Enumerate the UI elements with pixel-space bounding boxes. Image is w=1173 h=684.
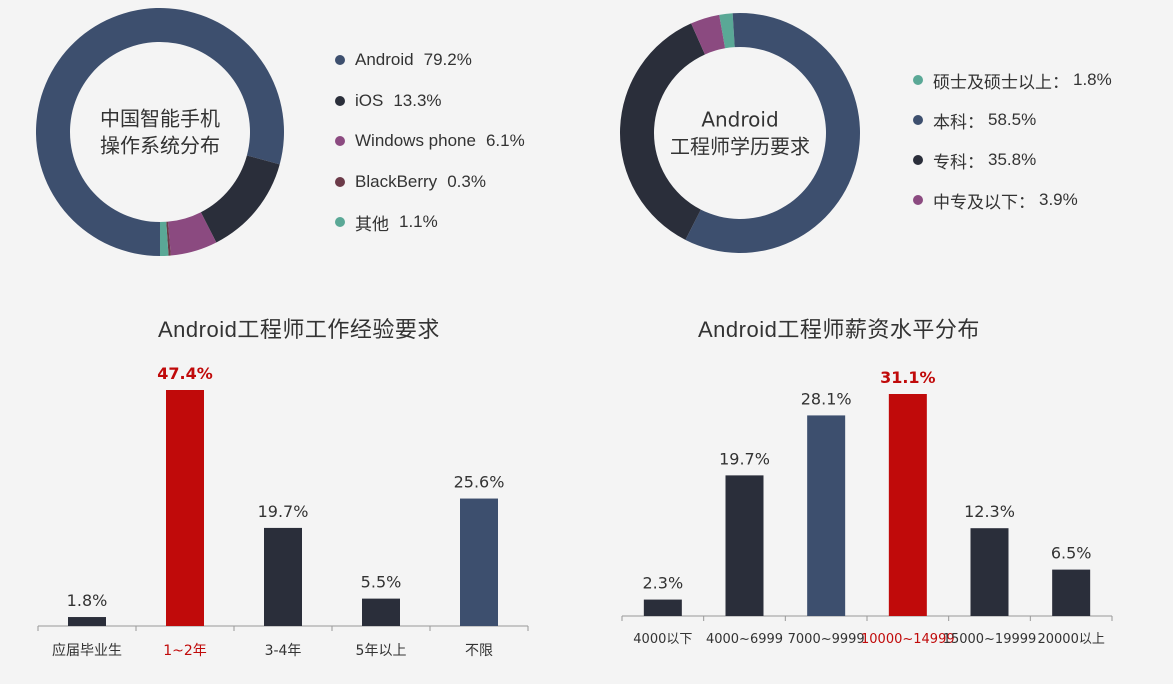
bar-value-label: 6.5% [1051, 544, 1092, 563]
bar [166, 390, 204, 626]
x-category-label: 4000以下 [633, 632, 692, 647]
bar-value-label: 2.3% [643, 574, 684, 593]
legend-label: 本科： [933, 112, 984, 132]
legend-item: 其他 1.1% [335, 202, 525, 243]
experience-bar-chart: 1.8% 应届毕业生 47.4% 1~2年 19.7% 3-4年 5.5% 5年以上 25.6%… [37, 364, 529, 659]
donut-slice [620, 23, 705, 240]
x-category-label: 4000~6999 [706, 632, 783, 647]
donut-center-title: Android [701, 108, 778, 132]
donut-center-title: 中国智能手机 [100, 107, 220, 131]
x-category-label: 不限 [465, 643, 493, 659]
legend-item: Android 79.2% [335, 40, 525, 81]
legend-dot-icon [913, 155, 923, 165]
x-category-label: 3-4年 [265, 643, 302, 659]
legend-item: BlackBerry 0.3% [335, 162, 525, 203]
education-donut-panel: Android 工程师学历要求 硕士及硕士以上： 1.8% 本科： 58.5% 专科： 35… [585, 0, 1173, 270]
bar [970, 528, 1009, 616]
legend-label: Windows phone [355, 131, 476, 151]
os-share-legend: Android 79.2% iOS 13.3% Windows phone 6.1% Bla… [335, 40, 525, 243]
donut-center-title: 工程师学历要求 [670, 135, 810, 159]
legend-item: 硕士及硕士以上： 1.8% [913, 60, 1112, 100]
legend-item: iOS 13.3% [335, 81, 525, 122]
legend-label: Android [355, 50, 414, 70]
bar [1052, 569, 1091, 616]
bar [807, 415, 846, 616]
donut-slice [691, 14, 726, 55]
bar-value-label: 31.1% [880, 368, 936, 387]
legend-value: 13.3% [393, 90, 442, 110]
donut-slice [685, 13, 860, 253]
donut-slice [719, 13, 735, 49]
legend-label: 中专及以下： [933, 192, 1035, 212]
bar-value-label: 19.7% [258, 502, 309, 521]
legend-dot-icon [913, 115, 923, 125]
donut-center-title: 操作系统分布 [100, 134, 220, 158]
bar [264, 527, 302, 626]
legend-value: 35.8% [988, 150, 1037, 169]
donut-slice [167, 212, 217, 256]
bar-value-label: 1.8% [67, 591, 108, 610]
legend-dot-icon [335, 176, 345, 187]
bar [888, 394, 927, 616]
legend-value: 79.2% [423, 50, 472, 70]
legend-label: 硕士及硕士以上： [933, 72, 1069, 92]
legend-item: 中专及以下： 3.9% [913, 180, 1112, 220]
bar [362, 598, 400, 626]
bar [643, 599, 682, 616]
legend-item: Windows phone 6.1% [335, 121, 525, 162]
os-share-donut-panel: 中国智能手机 操作系统分布 Android 79.2% iOS 13.3% Windows… [0, 0, 580, 270]
x-category-label: 10000~14999 [861, 632, 955, 647]
legend-value: 3.9% [1039, 190, 1078, 209]
education-legend: 硕士及硕士以上： 1.8% 本科： 58.5% 专科： 35.8% 中专及以下： 3.9% [913, 60, 1112, 220]
legend-label: BlackBerry [355, 171, 438, 191]
bar-value-label: 47.4% [157, 364, 213, 383]
salary-chart-title: Android工程师薪资水平分布 [698, 317, 980, 342]
legend-value: 58.5% [988, 110, 1037, 129]
legend-dot-icon [335, 95, 345, 106]
x-category-label: 20000以上 [1037, 632, 1104, 647]
salary-bar-chart: 2.3% 4000以下 19.7% 4000~6999 28.1% 7000~9999 31… [621, 368, 1113, 647]
experience-chart-title: Android工程师工作经验要求 [158, 317, 440, 342]
legend-dot-icon [913, 195, 923, 205]
x-category-label: 15000~19999 [943, 632, 1037, 647]
bar-value-label: 28.1% [801, 389, 852, 408]
legend-label: 专科： [933, 152, 984, 172]
bar-value-label: 12.3% [964, 502, 1015, 521]
bar [725, 475, 764, 616]
x-category-label: 1~2年 [163, 643, 207, 659]
legend-value: 6.1% [485, 131, 525, 151]
legend-value: 1.8% [1073, 70, 1112, 89]
legend-dot-icon [335, 217, 345, 228]
x-category-label: 5年以上 [356, 643, 407, 659]
legend-item: 专科： 35.8% [913, 140, 1112, 180]
x-category-label: 7000~9999 [788, 632, 865, 647]
bar [460, 498, 498, 626]
bar [68, 617, 106, 626]
legend-value: 1.1% [399, 212, 438, 232]
donut-slice [166, 221, 171, 256]
education-donut-chart: Android 工程师学历要求 [620, 13, 860, 253]
legend-dot-icon [335, 55, 345, 66]
donut-slice [160, 221, 169, 256]
x-category-label: 应届毕业生 [52, 642, 122, 659]
legend-label: iOS [355, 90, 384, 110]
donut-slice [200, 155, 280, 243]
legend-dot-icon [913, 75, 923, 85]
legend-label: 其他 [355, 214, 389, 234]
legend-value: 0.3% [447, 171, 486, 191]
bar-value-label: 5.5% [361, 573, 402, 592]
bar-value-label: 19.7% [719, 449, 770, 468]
legend-dot-icon [335, 136, 345, 147]
legend-item: 本科： 58.5% [913, 100, 1112, 140]
bar-value-label: 25.6% [454, 473, 505, 492]
